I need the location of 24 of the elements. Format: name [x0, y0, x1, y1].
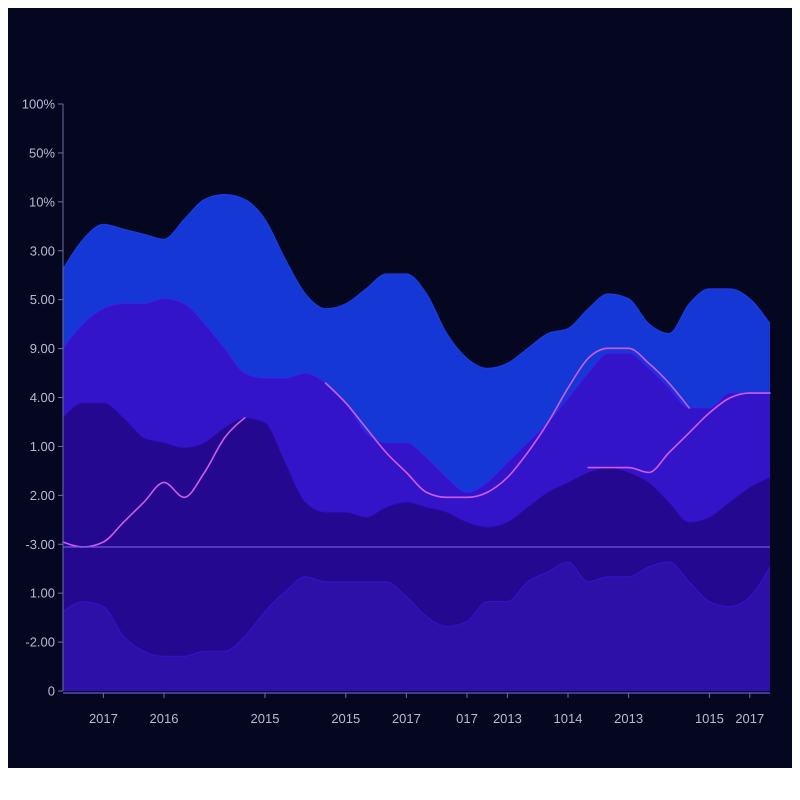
- x-tick-label: 2015: [331, 711, 360, 726]
- x-tick-label: 017: [456, 711, 478, 726]
- text: 2.00: [30, 488, 55, 503]
- text: 3.00: [30, 243, 55, 258]
- x-tick-label: 1014: [554, 711, 582, 726]
- x-tick-label: 2017: [392, 711, 421, 726]
- text: 5.00: [30, 292, 55, 308]
- text: 4.00: [30, 390, 55, 406]
- text: 1.00: [30, 586, 55, 601]
- x-tick-label: 2013: [492, 711, 522, 726]
- text: 100%: [22, 96, 56, 112]
- text: 50%: [28, 145, 56, 160]
- text: 9.00: [30, 341, 55, 356]
- x-tick-label: 2016: [150, 711, 178, 726]
- text: 10%: [28, 194, 56, 210]
- x-tick-label: 2013: [614, 711, 644, 726]
- x-tick-label: 2015: [250, 711, 280, 726]
- x-tick-label: 1015: [694, 711, 724, 726]
- text: 1.00: [30, 438, 55, 454]
- text: -2.00: [25, 634, 55, 650]
- x-tick-label: 2017: [735, 711, 764, 726]
- text: 0: [48, 684, 55, 699]
- x-tick-label: 2017: [88, 711, 118, 726]
- text: -3.00: [25, 536, 55, 552]
